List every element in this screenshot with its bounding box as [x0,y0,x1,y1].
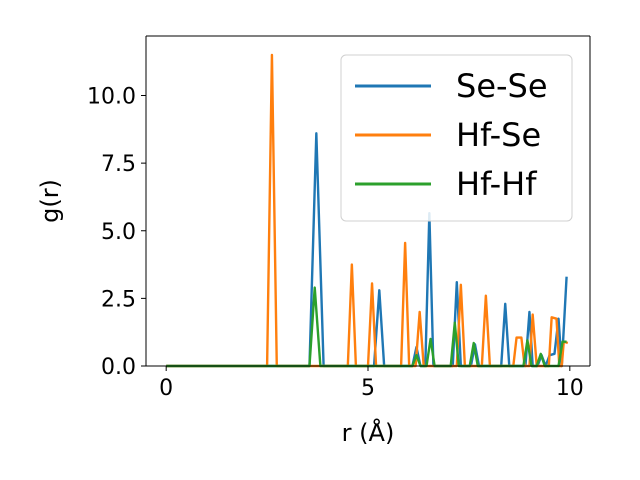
x-tick-label: 0 [159,376,173,401]
series-line-hf-se [166,53,569,368]
x-tick-label: 5 [361,376,375,401]
y-tick-label: 2.5 [101,287,136,312]
legend-label-hf-se: Hf-Se [456,116,541,154]
x-axis-label: r (Å) [342,418,395,447]
legend-label-se-se: Se-Se [456,67,548,105]
axes: 0 5 10 0.0 2.5 5.0 7.5 10.0 [87,35,591,401]
y-axis-label: g(r) [36,179,64,223]
x-tick-label: 10 [556,376,584,401]
legend-box [340,54,573,222]
y-tick-label: 0.0 [101,355,136,380]
y-tick-label: 10.0 [87,85,136,110]
y-tick-label: 7.5 [101,152,136,177]
legend-label-hf-hf: Hf-Hf [456,165,537,203]
legend: Se-Se Hf-Se Hf-Hf [340,54,573,222]
y-tick-label: 5.0 [101,220,136,245]
